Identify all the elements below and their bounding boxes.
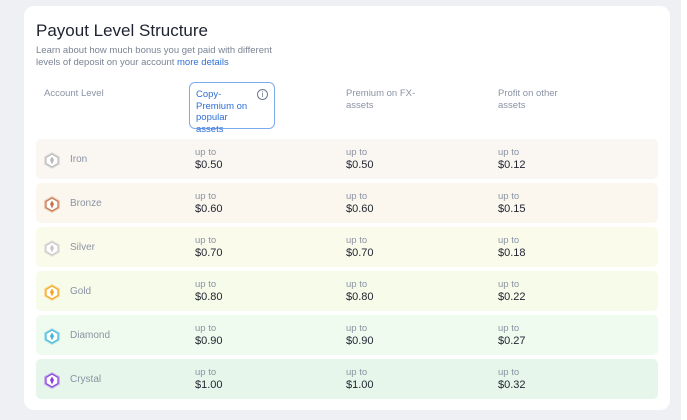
cell-profit-other: up to $0.15 bbox=[498, 191, 526, 216]
cell-profit-other: up to $0.27 bbox=[498, 323, 526, 348]
info-icon[interactable]: i bbox=[257, 89, 268, 100]
column-header-account-level: Account Level bbox=[44, 88, 104, 99]
payout-value: $0.60 bbox=[195, 203, 223, 215]
cell-copy-premium: up to $0.50 bbox=[195, 147, 223, 172]
level-name: Diamond bbox=[70, 330, 111, 341]
cell-copy-premium: up to $1.00 bbox=[195, 367, 223, 392]
level-name: Gold bbox=[70, 286, 92, 297]
cell-profit-other: up to $0.22 bbox=[498, 279, 526, 304]
cell-premium-fx: up to $0.60 bbox=[346, 191, 374, 216]
upto-label: up to bbox=[195, 235, 217, 246]
upto-label: up to bbox=[346, 191, 368, 202]
cell-premium-fx: up to $0.70 bbox=[346, 235, 374, 260]
payout-value: $0.60 bbox=[346, 203, 374, 215]
table-row: Diamond up to $0.90 up to $0.90 up to $0.27 bbox=[36, 315, 658, 355]
table-row: Crystal up to $1.00 up to $1.00 up to $0.32 bbox=[36, 359, 658, 399]
cell-profit-other: up to $0.32 bbox=[498, 367, 526, 392]
upto-label: up to bbox=[498, 279, 520, 290]
payout-value: $0.90 bbox=[195, 335, 223, 347]
upto-label: up to bbox=[498, 147, 520, 158]
payout-value: $0.15 bbox=[498, 203, 526, 215]
payout-value: $0.70 bbox=[346, 247, 374, 259]
upto-label: up to bbox=[195, 147, 217, 158]
upto-label: up to bbox=[346, 147, 368, 158]
payout-value: $0.50 bbox=[195, 159, 223, 171]
table-row: Iron up to $0.50 up to $0.50 up to $0.12 bbox=[36, 139, 658, 179]
cell-premium-fx: up to $1.00 bbox=[346, 367, 374, 392]
silver-gem-icon bbox=[44, 240, 60, 257]
table-row: Gold up to $0.80 up to $0.80 up to $0.22 bbox=[36, 271, 658, 311]
payout-value: $0.18 bbox=[498, 247, 526, 259]
level-name: Bronze bbox=[70, 198, 102, 209]
level-name: Crystal bbox=[70, 374, 102, 385]
upto-label: up to bbox=[195, 323, 217, 334]
payout-value: $0.12 bbox=[498, 159, 526, 171]
cell-copy-premium: up to $0.70 bbox=[195, 235, 223, 260]
payout-value: $0.90 bbox=[346, 335, 374, 347]
payout-value: $0.80 bbox=[195, 291, 223, 303]
cell-copy-premium: up to $0.80 bbox=[195, 279, 223, 304]
right-edge-panel bbox=[681, 0, 687, 420]
cell-copy-premium: up to $0.60 bbox=[195, 191, 223, 216]
cell-copy-premium: up to $0.90 bbox=[195, 323, 223, 348]
payout-value: $0.27 bbox=[498, 335, 526, 347]
column-header-premium-fx: Premium on FX-assets bbox=[346, 88, 416, 111]
level-name: Silver bbox=[70, 242, 96, 253]
iron-gem-icon bbox=[44, 152, 60, 169]
upto-label: up to bbox=[498, 235, 520, 246]
payout-value: $0.80 bbox=[346, 291, 374, 303]
diamond-gem-icon bbox=[44, 328, 60, 345]
gold-gem-icon bbox=[44, 284, 60, 301]
cell-premium-fx: up to $0.90 bbox=[346, 323, 374, 348]
upto-label: up to bbox=[346, 367, 368, 378]
crystal-gem-icon bbox=[44, 372, 60, 389]
payout-value: $1.00 bbox=[195, 379, 223, 391]
column-header-copy-premium[interactable]: Copy-Premium on popular assets i bbox=[189, 82, 275, 135]
upto-label: up to bbox=[346, 235, 368, 246]
payout-value: $1.00 bbox=[346, 379, 374, 391]
upto-label: up to bbox=[498, 191, 520, 202]
cell-premium-fx: up to $0.80 bbox=[346, 279, 374, 304]
table-row: Bronze up to $0.60 up to $0.60 up to $0.15 bbox=[36, 183, 658, 223]
bronze-gem-icon bbox=[44, 196, 60, 213]
upto-label: up to bbox=[346, 323, 368, 334]
cell-profit-other: up to $0.18 bbox=[498, 235, 526, 260]
column-header-copy-premium-label: Copy-Premium on popular assets bbox=[196, 89, 248, 135]
upto-label: up to bbox=[498, 323, 520, 334]
upto-label: up to bbox=[195, 279, 217, 290]
upto-label: up to bbox=[498, 367, 520, 378]
cell-profit-other: up to $0.12 bbox=[498, 147, 526, 172]
payout-level-card: Payout Level Structure Learn about how m… bbox=[24, 6, 670, 410]
level-name: Iron bbox=[70, 154, 88, 165]
payout-value: $0.50 bbox=[346, 159, 374, 171]
payout-value: $0.22 bbox=[498, 291, 526, 303]
column-header-profit-other: Profit on other assets bbox=[498, 88, 558, 111]
upto-label: up to bbox=[195, 191, 217, 202]
payout-value: $0.32 bbox=[498, 379, 526, 391]
description-text: Learn about how much bonus you get paid … bbox=[36, 45, 272, 68]
cell-premium-fx: up to $0.50 bbox=[346, 147, 374, 172]
description: Learn about how much bonus you get paid … bbox=[36, 45, 276, 69]
payout-value: $0.70 bbox=[195, 247, 223, 259]
upto-label: up to bbox=[346, 279, 368, 290]
table-row: Silver up to $0.70 up to $0.70 up to $0.18 bbox=[36, 227, 658, 267]
upto-label: up to bbox=[195, 367, 217, 378]
page-title: Payout Level Structure bbox=[36, 21, 208, 40]
more-details-link[interactable]: more details bbox=[177, 57, 229, 68]
